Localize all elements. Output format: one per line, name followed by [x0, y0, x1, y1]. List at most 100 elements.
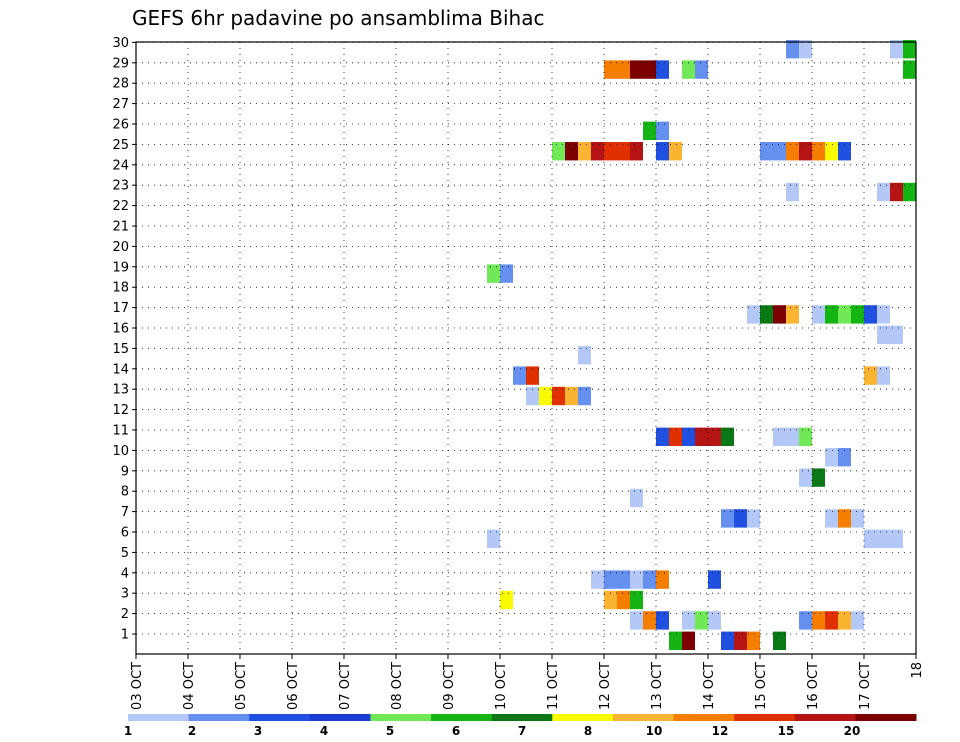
x-tick-label: 10 OCT [494, 662, 509, 710]
data-cell [539, 386, 552, 406]
data-cell [799, 468, 812, 487]
y-tick-label: 27 [112, 97, 129, 112]
data-cell [708, 570, 721, 589]
data-cell [565, 386, 578, 406]
data-cell [760, 305, 773, 324]
x-tick-label: 03 OCT [130, 662, 145, 710]
data-cell [617, 142, 630, 161]
data-cell [591, 570, 604, 589]
colorbar-swatch [431, 714, 493, 721]
colorbar-swatch [188, 714, 250, 721]
x-tick-label: 08 OCT [390, 662, 405, 710]
y-tick-label: 25 [112, 138, 129, 153]
data-cell [799, 142, 812, 161]
colorbar-swatch [249, 714, 311, 721]
y-tick-label: 28 [112, 77, 129, 92]
data-cell [643, 121, 656, 140]
x-tick-label: 14 OCT [702, 662, 717, 710]
data-cell [825, 305, 838, 324]
y-tick-label: 3 [121, 587, 129, 602]
y-tick-label: 6 [121, 526, 129, 541]
colorbar: 1 2 3 4 5 6 7 8 10 12 15 20 [124, 714, 917, 738]
y-tick-label: 15 [112, 342, 129, 357]
colorbar-tick-label: 20 [844, 724, 861, 738]
x-tick-label: 18 [910, 662, 925, 679]
colorbar-tick-label: 12 [712, 724, 729, 738]
data-cell [864, 305, 877, 324]
data-cell [708, 611, 721, 630]
colorbar-swatch [552, 714, 614, 721]
data-cell [578, 386, 591, 406]
data-cell [552, 386, 565, 406]
x-tick-label: 17 OCT [858, 662, 873, 710]
x-tick-label: 13 OCT [650, 662, 665, 710]
data-cell [500, 264, 513, 283]
y-tick-label: 12 [112, 403, 129, 418]
data-cell [526, 366, 539, 385]
y-tick-label: 13 [112, 383, 129, 398]
data-cell [786, 40, 799, 59]
data-cell [760, 142, 786, 161]
data-cell [487, 529, 500, 548]
y-tick-label: 2 [121, 607, 129, 622]
y-tick-label: 18 [112, 281, 129, 296]
y-tick-label: 24 [112, 158, 129, 173]
data-cell [695, 427, 721, 446]
colorbar-swatch [794, 714, 856, 721]
x-axis: 03 OCT 04 OCT 05 OCT 06 OCT 07 OCT 08 OCT 09 O… [130, 654, 925, 710]
data-cell [669, 631, 682, 650]
data-cell [695, 60, 708, 79]
x-tick-label: 12 OCT [598, 662, 613, 710]
data-cell [838, 448, 851, 467]
y-tick-label: 11 [112, 424, 129, 439]
data-cells [487, 40, 916, 650]
data-cell [903, 60, 916, 79]
data-cell [734, 631, 747, 650]
x-tick-label: 05 OCT [234, 662, 249, 710]
y-tick-label: 26 [112, 118, 129, 133]
data-cell [734, 509, 747, 528]
grid-lines [136, 42, 916, 654]
colorbar-swatch [855, 714, 917, 721]
colorbar-swatch [128, 714, 190, 721]
colorbar-tick-label: 15 [778, 724, 795, 738]
data-cell [838, 142, 851, 161]
data-cell [903, 40, 916, 59]
y-tick-label: 30 [112, 36, 129, 51]
data-cell [877, 182, 890, 202]
data-cell [721, 631, 734, 650]
data-cell [656, 427, 669, 446]
colorbar-tick-label: 6 [452, 724, 460, 738]
data-cell [799, 611, 812, 630]
data-cell [695, 611, 708, 630]
data-cell [656, 60, 669, 79]
data-cell [630, 570, 643, 589]
data-cell [682, 427, 695, 446]
data-cell [864, 529, 903, 548]
x-tick-label: 09 OCT [442, 662, 457, 710]
data-cell [890, 182, 903, 202]
colorbar-tick-label: 8 [584, 724, 592, 738]
colorbar-tick-label: 7 [518, 724, 526, 738]
data-cell [617, 590, 630, 610]
data-cell [656, 611, 669, 630]
data-cell [799, 40, 812, 59]
y-tick-label: 17 [112, 301, 129, 316]
colorbar-swatch [370, 714, 432, 721]
data-cell [630, 611, 643, 630]
data-cell [721, 509, 734, 528]
data-cell [630, 488, 643, 508]
x-tick-label: 11 OCT [546, 662, 561, 710]
data-cell [877, 325, 903, 344]
data-cell [630, 60, 656, 79]
x-tick-label: 15 OCT [754, 662, 769, 710]
x-tick-label: 16 OCT [806, 662, 821, 710]
data-cell [825, 448, 838, 467]
data-cell [669, 427, 682, 446]
colorbar-tick-label: 1 [124, 724, 132, 738]
colorbar-tick-label: 10 [646, 724, 663, 738]
x-tick-label: 07 OCT [338, 662, 353, 710]
data-cell [630, 590, 643, 610]
data-cell [786, 182, 799, 202]
